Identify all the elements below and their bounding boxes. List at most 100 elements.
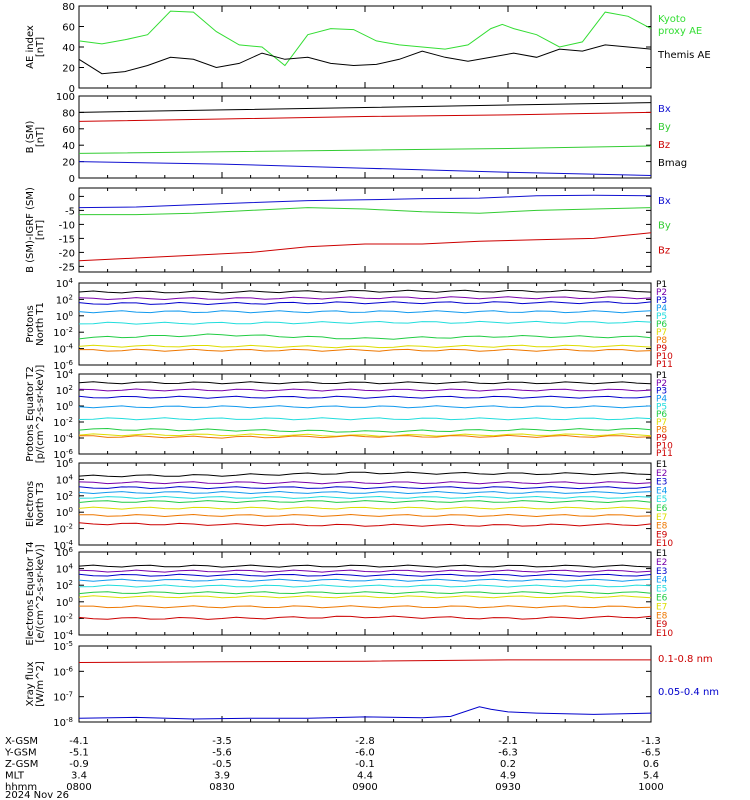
- y-tick-label: -10: [59, 220, 75, 231]
- panel-xray: [78, 645, 652, 723]
- series-line-By: [78, 145, 652, 154]
- legend-entry-Kyoto-proxy-AE: Kyoto: [658, 14, 686, 25]
- y-tick-label: 100: [56, 506, 73, 519]
- series-line-0.1-0.8-nm: [78, 659, 651, 663]
- ephemeris-label-Y-GSM: Y-GSM: [4, 748, 37, 759]
- y-tick-label: 60: [62, 125, 75, 136]
- series-line-P6: [78, 333, 652, 340]
- y-tick-label: 10-4: [53, 539, 73, 552]
- y-tick-label: 80: [62, 2, 75, 13]
- legend-entry-E10: E10: [656, 539, 673, 549]
- series-line-P7: [78, 433, 652, 437]
- y-tick-label: -25: [59, 262, 75, 273]
- legend-entry-E2: E2: [656, 558, 667, 568]
- legend-entry-P4: P4: [656, 304, 667, 314]
- ephemeris-value: -0.9: [69, 759, 89, 770]
- y-tick-label: 100: [56, 596, 73, 609]
- legend-entry-Bmag: Bmag: [658, 158, 687, 169]
- legend-entry-P6: P6: [656, 410, 667, 420]
- y-tick-label: 106: [56, 457, 74, 470]
- series-line-0.05-0.4-nm: [78, 706, 652, 720]
- ephemeris-value: -4.1: [69, 736, 89, 747]
- ephemeris-value: 0900: [352, 782, 377, 793]
- ephemeris-value: 0.2: [500, 759, 516, 770]
- legend-entry-P2: P2: [656, 288, 667, 298]
- series-line-E6: [78, 591, 652, 595]
- panel-e_north: [78, 462, 652, 546]
- series-line-Bx: [78, 194, 652, 209]
- ephemeris-value: 0800: [66, 782, 91, 793]
- series-line-E5: [78, 584, 652, 588]
- ephemeris-label-hhmm: hhmm: [5, 782, 37, 793]
- panel-frame: [78, 373, 652, 455]
- legend-entry-By: By: [658, 221, 671, 232]
- y-tick-label: 104: [56, 563, 74, 576]
- y-tick-label: 20: [62, 158, 75, 169]
- ephemeris-value: -2.1: [498, 736, 518, 747]
- ephemeris-value: -6.0: [355, 748, 375, 759]
- legend-entry-E10: E10: [656, 629, 673, 639]
- panel-b: [78, 95, 652, 179]
- y-axis-label-line-0: AE index: [25, 25, 36, 69]
- series-line-E3: [78, 573, 652, 577]
- ephemeris-value: 0.6: [643, 759, 659, 770]
- y-tick-label: 104: [56, 368, 74, 381]
- y-tick-label: 102: [56, 384, 73, 397]
- y-tick-label: 10-6: [53, 665, 73, 678]
- ephemeris-value: 4.9: [500, 771, 516, 782]
- legend-entry-E6: E6: [656, 504, 668, 514]
- y-axis-label-line-0: Electrons: [25, 481, 36, 527]
- series-line-E4: [78, 578, 652, 582]
- legend-entry-E5: E5: [656, 585, 667, 595]
- legend-entry-P7: P7: [656, 328, 667, 338]
- ephemeris-value: 3.9: [214, 771, 230, 782]
- y-axis-label-line-1: [W/m^2]: [35, 661, 46, 707]
- series-line-E6: [78, 500, 652, 504]
- legend-entry-Kyoto-proxy-AE: proxy AE: [658, 26, 702, 37]
- legend-entry-0.1-0.8-nm: 0.1-0.8 nm: [658, 654, 713, 665]
- ephemeris-value: -1.3: [641, 736, 661, 747]
- legend-entry-P3: P3: [656, 387, 667, 397]
- series-line-E7: [78, 506, 652, 510]
- y-tick-label: 0: [69, 84, 75, 95]
- legend-entry-E7: E7: [656, 513, 667, 523]
- panel-frame: [78, 187, 652, 273]
- legend-entry-E6: E6: [656, 594, 668, 604]
- ephemeris-label-MLT: MLT: [5, 771, 25, 782]
- legend-entry-Bx: Bx: [658, 104, 671, 115]
- y-tick-label: 10-2: [53, 326, 73, 339]
- series-line-E7: [78, 595, 652, 599]
- y-tick-label: 104: [56, 473, 74, 486]
- panel-frame: [78, 645, 652, 723]
- y-axis-label-line-1: [p/(cm^2-s-sr-keV)]: [35, 365, 46, 464]
- y-tick-label: 0: [69, 174, 75, 185]
- y-axis-label-line-0: B (SM)-IGRF (SM): [25, 187, 36, 273]
- legend-entry-P11: P11: [656, 360, 673, 370]
- series-line-E8: [79, 513, 652, 518]
- panel-ae: [78, 5, 652, 89]
- panel-frame: [78, 282, 652, 366]
- ephemeris-value: -5.1: [69, 748, 89, 759]
- panel-e_equator: [78, 551, 652, 636]
- legend-entry-P8: P8: [656, 336, 667, 346]
- legend-entry-E2: E2: [656, 469, 667, 479]
- y-tick-label: 10-4: [53, 432, 73, 445]
- ephemeris-value: 3.4: [71, 771, 87, 782]
- y-tick-label: 102: [56, 579, 73, 592]
- series-line-P3: [78, 395, 652, 399]
- series-line-E9: [78, 615, 652, 620]
- legend-entry-P2: P2: [656, 379, 667, 389]
- ephemeris-value: -6.3: [498, 748, 518, 759]
- ephemeris-value: -0.1: [355, 759, 375, 770]
- y-axis-label-line-1: North T1: [35, 302, 46, 346]
- series-line-P5: [78, 417, 652, 421]
- series-line-E2: [78, 569, 652, 573]
- legend-entry-Themis-AE: Themis AE: [657, 50, 711, 61]
- legend-entry-P11: P11: [656, 449, 673, 459]
- y-tick-label: 10-6: [53, 359, 73, 372]
- series-line-E1: [78, 564, 652, 568]
- y-tick-label: 60: [62, 23, 75, 34]
- legend-entry-P5: P5: [656, 402, 667, 412]
- y-axis-label-line-0: Electrons Equator T4: [25, 541, 36, 645]
